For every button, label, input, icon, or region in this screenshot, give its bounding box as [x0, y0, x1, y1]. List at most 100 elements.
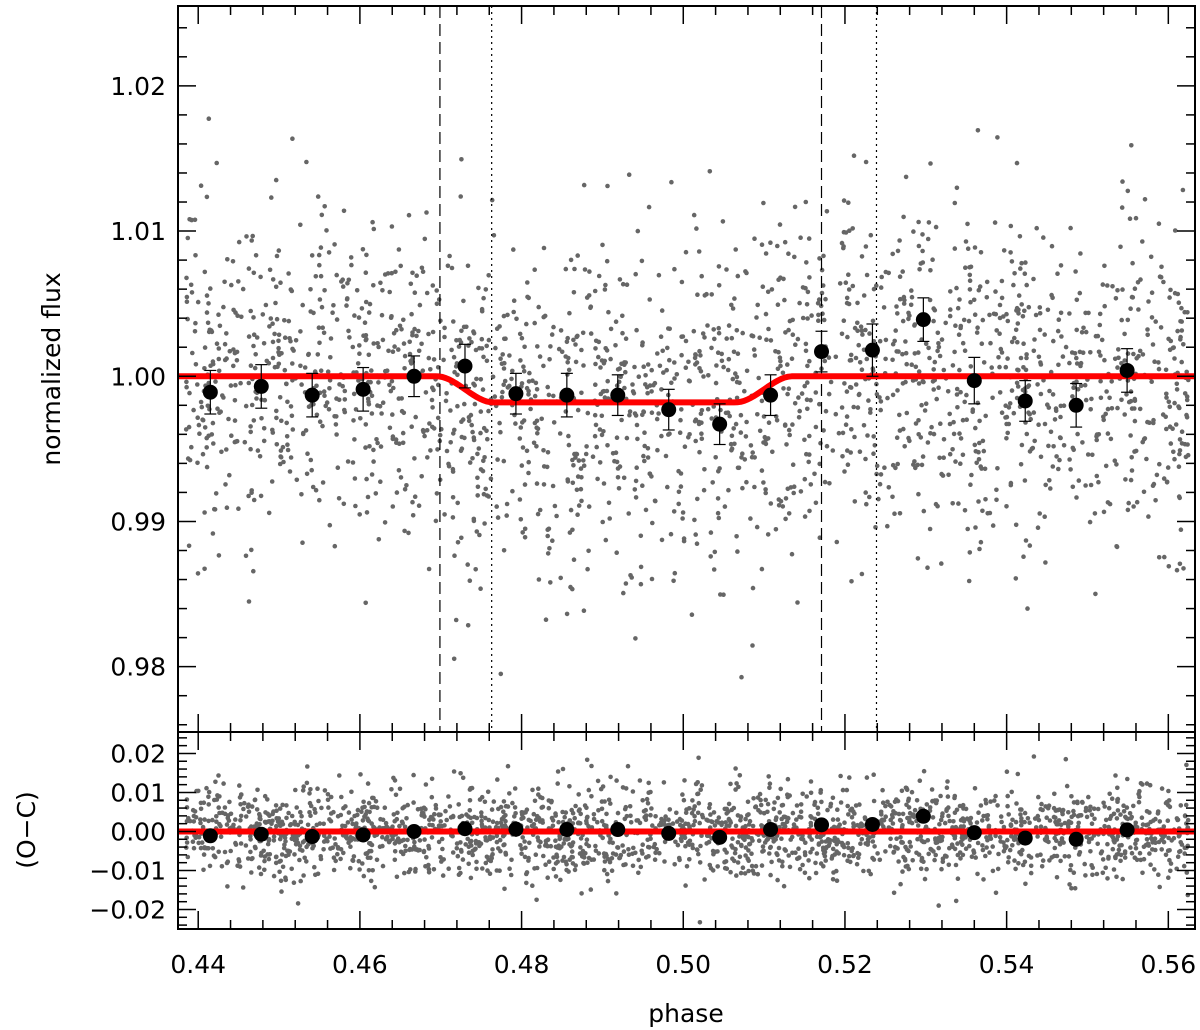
- raw-point: [322, 393, 327, 399]
- raw-point: [1060, 354, 1066, 359]
- raw-point: [906, 805, 912, 810]
- raw-point: [1089, 812, 1095, 818]
- raw-point: [858, 841, 863, 846]
- raw-point: [467, 460, 473, 465]
- raw-point: [1075, 387, 1081, 392]
- raw-point: [640, 851, 645, 856]
- raw-point: [468, 815, 474, 821]
- raw-point: [224, 505, 230, 511]
- raw-point: [847, 775, 852, 780]
- raw-point: [280, 864, 286, 870]
- raw-point: [1018, 812, 1023, 817]
- raw-point: [769, 859, 774, 865]
- raw-point: [606, 309, 611, 315]
- raw-point: [927, 355, 932, 361]
- raw-point: [512, 786, 518, 791]
- raw-point: [776, 497, 782, 502]
- raw-point: [1172, 228, 1178, 233]
- raw-point: [683, 843, 688, 849]
- raw-point: [446, 463, 452, 469]
- raw-point: [483, 486, 489, 492]
- raw-point: [286, 852, 291, 857]
- raw-point: [196, 834, 202, 840]
- raw-point: [1166, 564, 1172, 569]
- raw-point: [579, 390, 584, 396]
- raw-point: [535, 813, 540, 819]
- raw-point: [1056, 317, 1062, 323]
- raw-point: [1105, 841, 1110, 847]
- raw-point: [941, 455, 946, 461]
- raw-point: [805, 363, 810, 369]
- raw-point: [771, 806, 777, 812]
- x-tick-label: 0.46: [332, 950, 388, 979]
- raw-point: [294, 805, 300, 810]
- raw-point: [766, 326, 771, 332]
- raw-point: [906, 435, 911, 441]
- raw-point: [416, 328, 421, 334]
- raw-point: [1036, 354, 1042, 360]
- raw-point: [327, 834, 332, 839]
- raw-point: [442, 334, 447, 340]
- raw-point: [939, 471, 944, 477]
- raw-point: [192, 217, 198, 223]
- raw-point: [620, 843, 625, 848]
- raw-point: [708, 812, 713, 817]
- raw-point: [692, 517, 697, 523]
- raw-point: [563, 859, 568, 864]
- raw-point: [1044, 815, 1049, 820]
- raw-point: [246, 493, 251, 499]
- raw-point: [952, 795, 957, 801]
- raw-point: [458, 847, 464, 853]
- raw-point: [460, 417, 466, 422]
- raw-point: [382, 520, 388, 525]
- raw-point: [761, 480, 766, 485]
- binned-point: [559, 822, 575, 838]
- raw-point: [469, 422, 475, 428]
- raw-point: [1005, 430, 1010, 436]
- raw-point: [965, 221, 970, 227]
- raw-point: [844, 787, 850, 793]
- raw-point: [363, 270, 369, 276]
- raw-point: [911, 229, 916, 234]
- raw-point: [522, 839, 527, 844]
- raw-point: [526, 470, 531, 476]
- raw-point: [845, 448, 850, 453]
- raw-point: [803, 199, 809, 205]
- raw-point: [1168, 441, 1174, 446]
- raw-point: [795, 600, 800, 605]
- raw-point: [785, 362, 790, 367]
- raw-point: [975, 400, 980, 406]
- raw-point: [1125, 188, 1131, 194]
- raw-point: [187, 217, 192, 222]
- raw-point: [967, 550, 973, 555]
- raw-point: [526, 459, 531, 465]
- raw-point: [980, 438, 986, 444]
- raw-point: [224, 822, 230, 827]
- raw-point: [808, 850, 813, 855]
- light-curve-panel: 0.980.991.001.011.02: [110, 5, 1196, 733]
- raw-point: [478, 586, 483, 591]
- raw-point: [947, 421, 953, 427]
- raw-point: [604, 258, 610, 264]
- raw-point: [279, 852, 285, 857]
- raw-point: [507, 791, 512, 796]
- raw-point: [695, 810, 701, 816]
- raw-point: [927, 805, 933, 810]
- raw-point: [561, 841, 567, 846]
- raw-point: [1046, 443, 1051, 449]
- raw-point: [573, 359, 579, 365]
- raw-point: [566, 442, 572, 448]
- x-tick-label: 0.56: [1140, 950, 1196, 979]
- raw-point: [471, 437, 477, 443]
- raw-point: [502, 360, 507, 366]
- raw-point: [845, 334, 850, 340]
- raw-point: [569, 849, 575, 854]
- raw-point: [902, 444, 907, 449]
- raw-point: [1100, 870, 1106, 876]
- x-tick-label: 0.50: [655, 950, 711, 979]
- raw-point: [1179, 305, 1184, 311]
- raw-point: [567, 842, 572, 847]
- raw-point: [933, 800, 939, 806]
- raw-point: [854, 861, 860, 867]
- raw-point: [252, 844, 258, 850]
